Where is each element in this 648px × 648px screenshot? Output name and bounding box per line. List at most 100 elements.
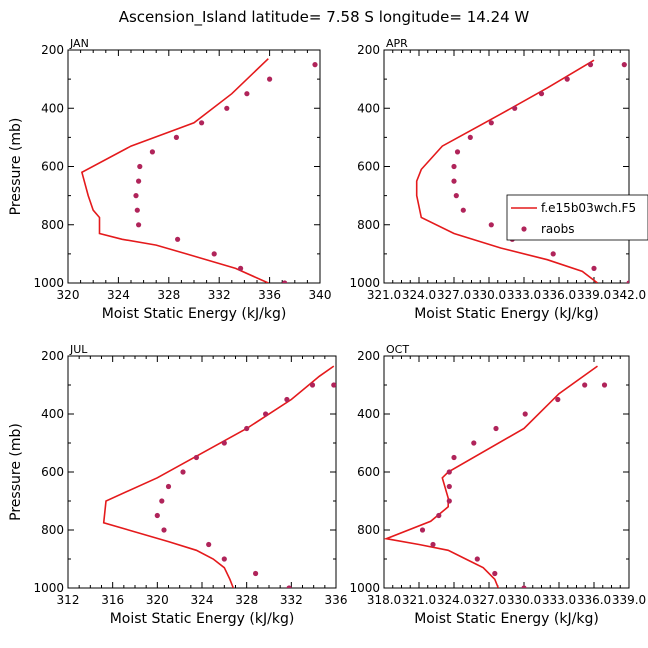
panel-label: JUL <box>69 343 88 356</box>
figure-title: Ascension_Island latitude= 7.58 S longit… <box>119 8 530 27</box>
x-tick-label: 332 <box>208 288 231 302</box>
y-tick-label: 200 <box>357 349 380 363</box>
x-tick-label: 316 <box>101 593 124 607</box>
obs-point <box>419 527 426 533</box>
panel-label: JAN <box>69 37 89 50</box>
obs-point <box>173 134 179 140</box>
x-tick-label: 324 <box>107 288 130 302</box>
x-tick-label: 339.0 <box>577 288 611 302</box>
obs-point <box>451 454 457 461</box>
obs-point <box>555 396 561 403</box>
obs-point <box>286 585 292 588</box>
obs-point <box>221 440 227 446</box>
obs-point <box>149 149 155 155</box>
obs-point <box>154 512 160 519</box>
plot-frame <box>383 355 630 589</box>
panel-apr: APR 321.0 324.0 327.0 330.0 333.0 336.0 339.0 34… <box>349 37 648 322</box>
obs-point <box>451 178 457 184</box>
y-tick-label: 400 <box>41 101 64 115</box>
x-tick-label: 324.0 <box>437 593 471 607</box>
x-tick-label: 340 <box>309 288 332 302</box>
model-line <box>80 58 269 283</box>
obs-point <box>211 251 217 257</box>
y-axis-title: Pressure (mb) <box>8 118 24 216</box>
obs-point <box>430 541 436 548</box>
obs-point <box>446 498 452 504</box>
x-tick-label: 321.0 <box>367 288 401 302</box>
legend-obs-label: raobs <box>541 222 575 236</box>
y-tick-label: 400 <box>41 407 64 421</box>
obs-point <box>446 469 452 475</box>
plot-data <box>102 365 336 588</box>
obs-point <box>453 193 459 199</box>
x-tick-label: 336.0 <box>542 288 576 302</box>
x-tick-label: 339.0 <box>612 593 646 607</box>
plot-data <box>384 365 608 588</box>
x-tick-label: 320 <box>146 593 169 607</box>
obs-point <box>137 163 143 170</box>
model-line <box>415 59 598 283</box>
x-tick-label: 327.0 <box>437 288 471 302</box>
x-tick-label: 333.0 <box>507 288 541 302</box>
y-tick-label: 400 <box>357 101 380 115</box>
obs-point <box>284 396 290 403</box>
obs-point <box>451 163 457 170</box>
x-axis-title: Moist Static Energy (kJ/kg) <box>414 306 599 322</box>
x-axis-title: Moist Static Energy (kJ/kg) <box>102 306 287 322</box>
legend-model-label: f.e15b03wch.F5 <box>541 201 636 215</box>
obs-point <box>253 570 259 577</box>
obs-point <box>591 265 597 271</box>
obs-point <box>244 425 250 432</box>
y-tick-label: 600 <box>41 465 64 479</box>
y-tick-label: 800 <box>41 523 64 537</box>
x-tick-label: 330.0 <box>507 593 541 607</box>
obs-point <box>161 527 167 533</box>
obs-point <box>199 120 205 126</box>
obs-point <box>221 556 227 562</box>
obs-point <box>331 382 336 388</box>
y-tick-label: 800 <box>357 523 380 537</box>
obs-point <box>263 411 269 417</box>
x-axis-title: Moist Static Energy (kJ/kg) <box>110 611 295 627</box>
panel-jul: JUL 312 316 320 324 328 332 336 200 400 600 800 1000… <box>8 343 347 627</box>
panel-label: APR <box>386 37 408 50</box>
obs-point <box>522 411 528 417</box>
obs-point <box>133 193 139 199</box>
model-line <box>384 365 598 588</box>
y-tick-label: 200 <box>41 349 64 363</box>
obs-point <box>587 62 594 68</box>
obs-point <box>467 134 473 140</box>
model-line <box>102 365 335 588</box>
x-tick-label: 328 <box>157 288 180 302</box>
obs-point <box>134 207 140 213</box>
x-tick-label: 336 <box>258 288 281 302</box>
obs-point <box>512 105 518 111</box>
obs-point <box>136 222 142 228</box>
y-tick-label: 1000 <box>33 581 64 595</box>
x-tick-label: 336 <box>325 593 348 607</box>
obs-point <box>244 91 250 97</box>
obs-point <box>206 541 212 548</box>
legend: f.e15b03wch.F5 raobs <box>506 194 648 241</box>
obs-point <box>474 556 480 562</box>
obs-point <box>626 280 629 283</box>
legend-obs-swatch <box>521 226 527 232</box>
y-tick-label: 1000 <box>349 276 380 290</box>
y-tick-label: 600 <box>41 160 64 174</box>
obs-point <box>159 498 165 504</box>
panel-label: OCT <box>386 343 409 356</box>
obs-point <box>564 76 570 82</box>
y-tick-label: 600 <box>357 465 380 479</box>
obs-point <box>493 425 499 432</box>
obs-point <box>175 236 181 242</box>
y-axis-title: Pressure (mb) <box>8 423 24 521</box>
plot-data <box>415 59 629 283</box>
plot-frame <box>67 49 321 284</box>
obs-point <box>193 454 199 461</box>
x-tick-label: 332 <box>280 593 303 607</box>
x-tick-label: 312 <box>57 593 80 607</box>
x-tick-label: 336.0 <box>577 593 611 607</box>
obs-point <box>488 120 494 126</box>
y-tick-label: 800 <box>357 218 380 232</box>
